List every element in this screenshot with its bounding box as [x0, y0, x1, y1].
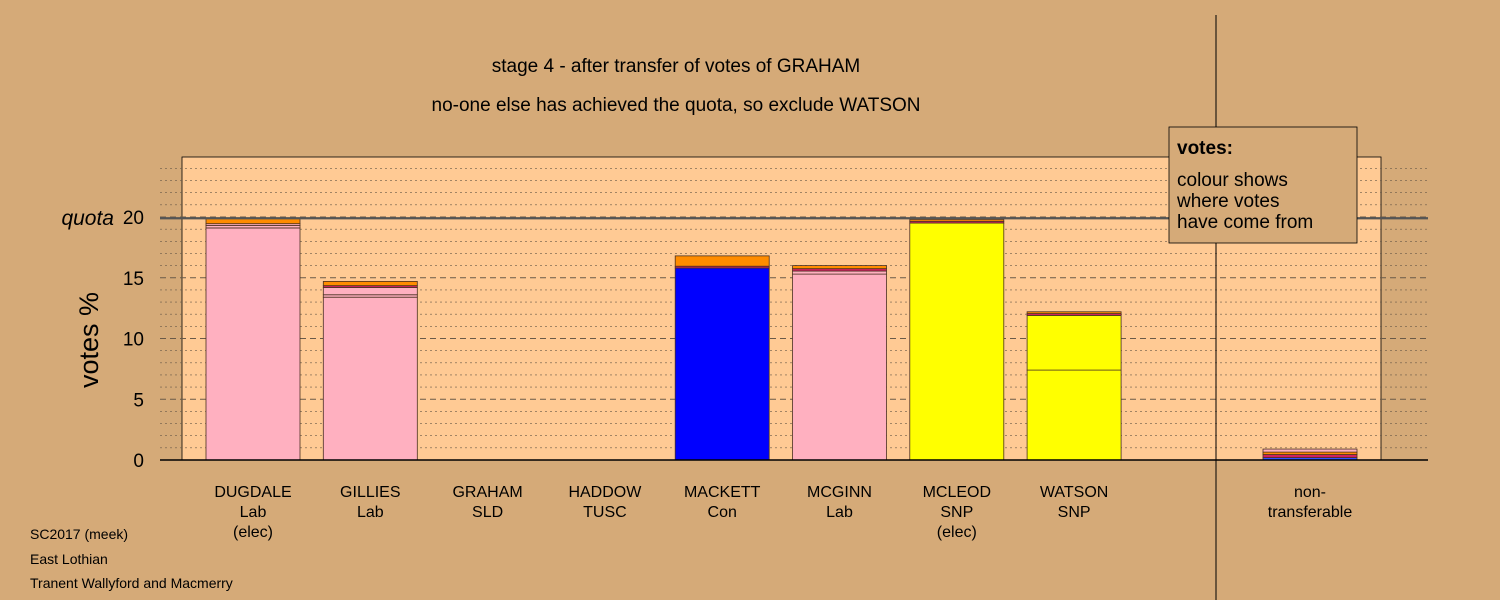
x-axis-labels: DUGDALE Lab (elec) GILLIES Lab GRAHAM SLD HADDO… — [214, 484, 1352, 541]
y-tick-label: 5 — [133, 390, 144, 411]
y-tick-label: 15 — [123, 269, 144, 290]
candidate-label: DUGDALE — [214, 484, 291, 501]
bar-segment — [674, 267, 770, 461]
footer-line-3: Tranent Wallyford and Macmerry — [30, 575, 233, 591]
candidate-label: Lab — [357, 504, 384, 521]
candidate-label: non- — [1294, 484, 1326, 501]
chart-title-line-2: no-one else has achieved the quota, so e… — [432, 95, 921, 116]
candidate-label: transferable — [1268, 504, 1353, 521]
y-tick-label: 10 — [123, 330, 144, 351]
bar-segment — [909, 222, 1005, 461]
candidate-label: MCLEOD — [923, 484, 991, 501]
candidate-label: GILLIES — [340, 484, 400, 501]
candidate-label: MACKETT — [684, 484, 761, 501]
bar-segment — [1026, 311, 1122, 314]
candidate-label: Lab — [240, 504, 267, 521]
bar-segment — [792, 265, 887, 270]
candidate-label: TUSC — [583, 504, 627, 521]
y-axis-ticks: 0 5 10 15 20 — [123, 208, 144, 472]
candidate-label: SLD — [472, 504, 503, 521]
footer-line-1: SC2017 (meek) — [30, 526, 128, 542]
bar-segment — [1026, 369, 1122, 461]
candidate-label: Con — [708, 504, 737, 521]
legend-box — [1168, 126, 1358, 244]
bar-segment — [322, 280, 418, 287]
bar-segment — [322, 296, 418, 461]
legend-title: votes: — [1177, 138, 1233, 159]
candidate-label: (elec) — [233, 524, 273, 541]
bar-segment — [674, 255, 770, 267]
chart-title-line-1: stage 4 - after transfer of votes of GRA… — [492, 56, 861, 77]
legend-line-1: colour shows — [1177, 170, 1288, 191]
candidate-label: SNP — [940, 504, 973, 521]
bar-segment — [322, 287, 418, 296]
y-axis-label: votes % — [74, 292, 104, 388]
bar-segment — [205, 227, 301, 461]
legend: votes: colour shows where votes have com… — [1168, 126, 1358, 244]
candidate-label: (elec) — [937, 524, 977, 541]
bar-segment — [1262, 454, 1358, 458]
candidate-label: Lab — [826, 504, 853, 521]
candidate-label: HADDOW — [568, 484, 642, 501]
bar-segment — [792, 270, 887, 275]
quota-label: quota — [61, 207, 114, 230]
bars — [205, 217, 1358, 461]
candidate-label: WATSON — [1040, 484, 1108, 501]
legend-line-2: where votes — [1176, 191, 1279, 212]
candidate-label: GRAHAM — [452, 484, 522, 501]
legend-line-3: have come from — [1177, 212, 1313, 233]
y-tick-label: 20 — [123, 208, 144, 229]
candidate-label: MCGINN — [807, 484, 872, 501]
bar-segment — [1026, 315, 1122, 371]
y-tick-label: 0 — [133, 451, 144, 472]
bar-segment — [792, 273, 887, 461]
candidate-label: SNP — [1058, 504, 1091, 521]
bar-segment — [909, 219, 1005, 222]
footer-line-2: East Lothian — [30, 551, 108, 567]
bar-segment — [1262, 448, 1358, 453]
